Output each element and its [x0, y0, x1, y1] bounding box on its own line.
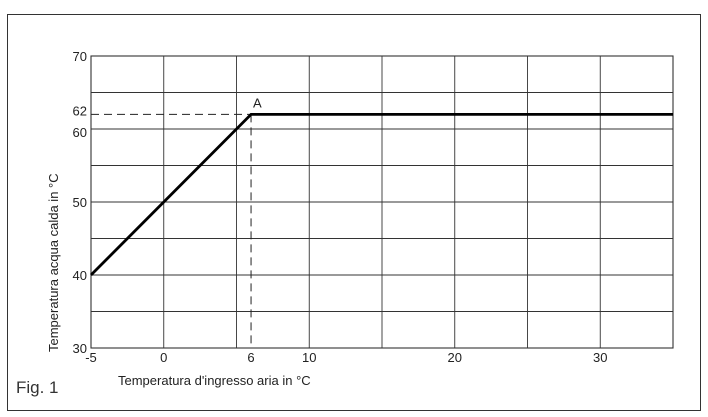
- figure-frame: [7, 14, 701, 411]
- figure-caption: Fig. 1: [16, 378, 59, 397]
- x-tick-label: 10: [302, 350, 316, 365]
- x-tick-label: 6: [247, 350, 254, 365]
- annotation-guides: [91, 113, 252, 348]
- y-tick-label: 60: [73, 125, 87, 140]
- y-tick-label: 70: [73, 49, 87, 64]
- chart-ticks: 30 40 50 60 62 70 -5 0 6 10 20 30: [73, 49, 608, 365]
- x-tick-label: -5: [85, 350, 97, 365]
- chart-series: [90, 113, 673, 276]
- x-tick-label: 20: [448, 350, 462, 365]
- chart-grid: [90, 55, 674, 349]
- y-axis-label: Temperatura acqua calda in °C: [46, 173, 61, 352]
- y-tick-label: 62: [73, 103, 87, 118]
- series-line: [90, 113, 673, 276]
- y-tick-label: 30: [73, 341, 87, 356]
- y-tick-label: 50: [73, 195, 87, 210]
- x-axis-label: Temperatura d'ingresso aria in °C: [118, 373, 311, 388]
- x-tick-label: 30: [593, 350, 607, 365]
- y-tick-label: 40: [73, 268, 87, 283]
- annotation-label: A: [253, 95, 262, 110]
- x-tick-label: 0: [160, 350, 167, 365]
